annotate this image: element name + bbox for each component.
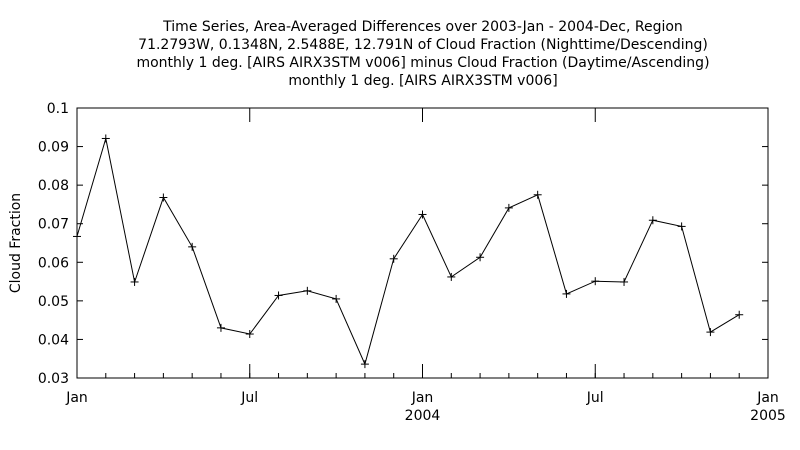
data-point [130, 277, 139, 286]
x-axis: Jan Jul Jan 2004 Jul Jan 2005 [65, 108, 786, 424]
y-tick-label: 0.07 [38, 217, 69, 233]
title-line: monthly 1 deg. [AIRS AIRX3STM v006] [288, 73, 557, 89]
x-tick-label: Jan [65, 390, 88, 406]
data-point [677, 222, 686, 231]
data-point [303, 286, 312, 295]
data-point [188, 242, 197, 251]
y-axis: 0.03 0.04 0.05 0.06 0.07 0.08 0.09 0.1 [38, 101, 768, 387]
data-point [476, 253, 485, 262]
data-point [562, 289, 571, 298]
data-point [245, 330, 254, 339]
y-tick-label: 0.03 [38, 371, 69, 387]
data-point [648, 216, 657, 225]
data-point [332, 294, 341, 303]
data-point [73, 232, 81, 241]
x-tick-label: Jul [240, 390, 258, 406]
data-point [418, 210, 427, 219]
x-tick-label: Jul [586, 390, 604, 406]
data-point [504, 203, 513, 212]
data-point [274, 291, 283, 300]
data-point [216, 323, 225, 332]
chart-title: Time Series, Area-Averaged Differences o… [136, 19, 709, 89]
x-tick-label: Jan [756, 390, 779, 406]
y-tick-label: 0.04 [38, 332, 69, 348]
title-line: monthly 1 deg. [AIRS AIRX3STM v006] minu… [136, 55, 709, 71]
x-tick-label: Jan [411, 390, 434, 406]
series-line [76, 138, 740, 366]
x-tick-year-label: 2005 [750, 408, 786, 424]
data-point [101, 134, 110, 143]
y-axis-label: Cloud Fraction [8, 193, 24, 293]
title-line: Time Series, Area-Averaged Differences o… [162, 19, 683, 35]
data-point [159, 193, 168, 202]
data-point [389, 254, 398, 263]
y-tick-label: 0.05 [38, 294, 69, 310]
data-point [735, 310, 744, 319]
data-point [620, 277, 629, 286]
y-tick-label: 0.1 [47, 101, 69, 117]
data-point [591, 277, 600, 286]
data-markers [73, 134, 744, 369]
data-point [360, 360, 369, 369]
plot-area [76, 107, 769, 379]
y-tick-label: 0.09 [38, 140, 69, 156]
y-tick-label: 0.08 [38, 178, 69, 194]
x-tick-year-label: 2004 [405, 408, 441, 424]
data-point [706, 328, 715, 337]
data-point [447, 272, 456, 281]
title-line: 71.2793W, 0.1348N, 2.5488E, 12.791N of C… [138, 37, 708, 53]
data-point [533, 190, 542, 199]
y-tick-label: 0.06 [38, 255, 69, 271]
